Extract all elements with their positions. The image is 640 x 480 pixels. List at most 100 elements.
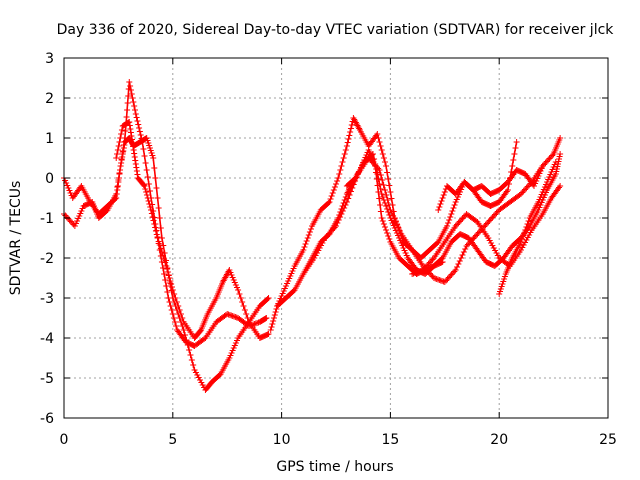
data-point <box>509 163 516 169</box>
data-point <box>384 206 391 212</box>
data-point <box>127 87 134 93</box>
data-point <box>337 167 344 173</box>
data-point <box>148 207 155 213</box>
data-point <box>236 291 243 297</box>
series-sat-j <box>435 163 546 213</box>
data-point <box>136 128 143 135</box>
data-point <box>525 218 532 224</box>
data-point <box>112 196 119 202</box>
data-point <box>300 247 307 253</box>
data-point <box>126 119 133 125</box>
data-point <box>118 131 125 137</box>
data-point <box>347 129 354 135</box>
data-point <box>377 208 384 215</box>
data-point <box>345 195 352 202</box>
data-point <box>157 245 164 252</box>
data-point <box>375 135 382 141</box>
data-point <box>115 175 122 181</box>
data-point <box>161 256 168 262</box>
data-point <box>117 135 124 141</box>
data-point <box>264 296 271 302</box>
data-point <box>522 227 529 233</box>
data-point <box>376 139 383 145</box>
data-point <box>436 204 443 210</box>
data-point <box>134 118 141 124</box>
data-point <box>301 244 308 250</box>
series-sat-g <box>343 151 564 277</box>
data-point <box>523 224 530 230</box>
data-point <box>244 315 251 321</box>
data-point <box>116 171 123 177</box>
data-point <box>131 154 138 160</box>
data-point <box>130 143 137 150</box>
data-point <box>380 182 387 188</box>
data-point <box>339 208 346 214</box>
data-point <box>327 196 334 202</box>
data-point <box>122 128 129 134</box>
data-point <box>171 291 178 297</box>
data-point <box>380 197 387 203</box>
data-point <box>163 283 170 289</box>
data-point <box>334 220 341 226</box>
data-point <box>149 214 156 220</box>
data-point <box>369 151 376 157</box>
data-point <box>512 145 519 151</box>
data-point <box>379 177 386 183</box>
data-point <box>168 281 175 287</box>
data-point <box>452 267 459 273</box>
data-point <box>339 159 346 165</box>
data-point <box>381 224 388 230</box>
data-point <box>458 255 465 261</box>
data-point <box>347 125 354 132</box>
data-point <box>155 205 162 211</box>
data-point <box>268 324 275 330</box>
data-point <box>188 357 195 363</box>
data-point <box>134 171 141 178</box>
data-point <box>385 233 392 239</box>
data-point <box>175 303 182 309</box>
data-point <box>113 195 120 201</box>
data-point <box>129 95 136 101</box>
data-point <box>328 193 335 199</box>
data-point <box>165 272 172 278</box>
data-point <box>343 143 350 149</box>
data-point <box>334 178 341 184</box>
x-tick-label: 15 <box>381 432 399 448</box>
data-point <box>164 289 171 295</box>
data-point <box>557 151 564 157</box>
data-point <box>272 309 279 315</box>
data-point <box>169 311 176 317</box>
y-tick-label: -1 <box>40 211 54 227</box>
data-point <box>374 131 381 137</box>
data-point <box>326 199 333 205</box>
data-point <box>437 201 444 207</box>
data-point <box>113 191 120 197</box>
data-point <box>152 228 159 234</box>
data-point <box>376 167 383 173</box>
data-point <box>377 172 384 178</box>
data-point <box>456 258 463 264</box>
data-point <box>342 202 349 208</box>
data-point <box>160 252 167 259</box>
data-point <box>128 133 135 139</box>
data-point <box>446 217 453 223</box>
data-point <box>114 187 121 193</box>
data-point <box>239 299 246 305</box>
data-point <box>146 201 153 207</box>
data-point <box>137 132 144 138</box>
data-point <box>333 181 339 187</box>
data-point <box>150 217 157 224</box>
data-point <box>306 229 313 235</box>
data-point <box>384 230 391 236</box>
data-point <box>237 295 244 301</box>
data-point <box>341 205 348 211</box>
data-point <box>190 362 197 368</box>
data-point <box>153 231 160 238</box>
data-point <box>271 312 278 318</box>
data-point <box>133 114 140 121</box>
data-point <box>379 218 386 224</box>
data-point <box>124 100 131 106</box>
data-point <box>378 191 385 197</box>
data-point <box>267 327 274 333</box>
data-point <box>539 163 546 169</box>
